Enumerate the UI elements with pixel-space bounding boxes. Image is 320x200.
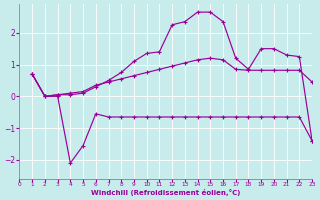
X-axis label: Windchill (Refroidissement éolien,°C): Windchill (Refroidissement éolien,°C) bbox=[91, 189, 240, 196]
